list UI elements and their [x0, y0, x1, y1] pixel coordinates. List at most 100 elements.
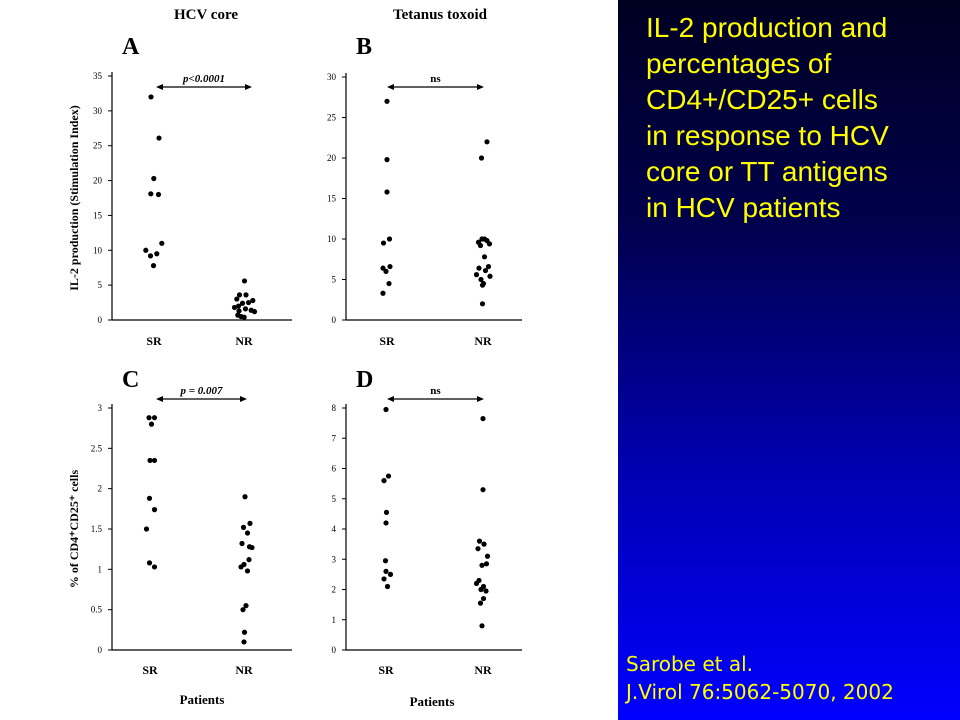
y-tick-label: 1	[98, 564, 103, 574]
y-tick-label: 20	[93, 176, 103, 186]
data-point-sr	[150, 263, 157, 269]
data-point-nr	[480, 487, 486, 493]
y-axis-label: IL-2 production (Stimulation Index)	[67, 105, 81, 290]
y-tick-label: 25	[93, 141, 103, 151]
data-point-sr	[383, 268, 389, 274]
arrowhead-left	[387, 84, 394, 90]
y-tick-label: 3	[332, 554, 337, 564]
data-point-nr	[486, 241, 493, 247]
x-category-label: NR	[474, 663, 492, 677]
arrowhead-right	[477, 396, 484, 402]
data-point-nr	[476, 265, 482, 271]
data-point-nr	[246, 557, 252, 563]
x-category-label: SR	[146, 334, 162, 348]
data-point-sr	[151, 175, 157, 182]
citation: Sarobe et al. J.Virol 76:5062-5070, 2002	[626, 650, 960, 706]
data-point-nr	[479, 301, 486, 307]
data-point-sr	[384, 583, 391, 590]
data-point-sr	[146, 495, 153, 501]
figure-panel: HCV core Tetanus toxoid Patients Patients 0 5…	[67, 7, 522, 709]
y-tick-label: 5	[332, 275, 337, 285]
title-line: CD4+/CD25+ cells	[646, 84, 878, 115]
data-point-sr	[154, 251, 160, 257]
data-point-nr	[243, 603, 249, 609]
data-point-nr	[483, 588, 489, 594]
significance-label: p<0.0001	[182, 73, 225, 85]
data-point-nr	[241, 629, 248, 635]
data-point-sr	[159, 240, 165, 246]
data-point-nr	[476, 538, 483, 544]
significance-label: ns	[430, 73, 441, 85]
y-tick-label: 1	[332, 615, 337, 625]
y-tick-label: 6	[332, 464, 337, 474]
x-category-label: NR	[235, 663, 253, 677]
data-point-nr	[239, 540, 245, 547]
data-point-nr	[236, 308, 242, 314]
data-point-nr	[477, 242, 484, 249]
data-point-sr	[385, 473, 392, 479]
data-point-nr	[241, 278, 248, 284]
arrowhead-left	[156, 396, 163, 402]
y-tick-label: 4	[332, 524, 337, 534]
significance-label: p = 0.007	[179, 385, 223, 397]
data-point-nr	[473, 272, 480, 278]
y-tick-label: 0	[98, 645, 103, 655]
title-line: in response to HCV	[646, 120, 889, 151]
x-category-label: SR	[379, 334, 395, 348]
title-line: IL-2 production and	[646, 12, 888, 43]
title-line: percentages of	[646, 48, 832, 79]
data-point-nr	[250, 297, 256, 304]
data-point-nr	[482, 267, 489, 274]
data-point-nr	[239, 300, 246, 306]
data-point-nr	[231, 304, 238, 311]
arrowhead-left	[387, 396, 394, 402]
data-point-nr	[234, 296, 240, 302]
citation-author: Sarobe et al.	[626, 652, 754, 676]
data-point-sr	[384, 157, 390, 163]
data-point-sr	[380, 290, 386, 296]
data-point-sr	[382, 558, 389, 564]
data-point-nr	[479, 623, 485, 629]
data-point-sr	[151, 564, 158, 570]
slide-title: IL-2 production and percentages of CD4+/…	[646, 10, 946, 226]
y-tick-label: 5	[98, 280, 103, 290]
data-point-nr	[483, 561, 490, 567]
data-point-nr	[480, 595, 487, 602]
y-tick-label: 1.5	[91, 524, 103, 534]
column-header-hcv-core: HCV core	[174, 7, 238, 23]
data-point-sr	[148, 94, 154, 100]
data-point-sr	[381, 576, 387, 582]
data-point-sr	[383, 568, 389, 574]
y-tick-label: 35	[93, 71, 103, 81]
data-point-sr	[383, 406, 389, 413]
x-category-label: NR	[235, 334, 253, 348]
data-point-sr	[156, 135, 162, 141]
panel-letter: C	[122, 367, 139, 393]
data-point-nr	[479, 562, 485, 568]
data-point-sr	[384, 98, 390, 104]
data-point-nr	[240, 607, 246, 613]
data-point-sr	[386, 236, 393, 242]
figure-svg: HCV core Tetanus toxoid Patients Patients 0 5…	[67, 7, 522, 709]
x-category-label: NR	[474, 334, 492, 348]
data-point-sr	[380, 240, 387, 246]
data-point-nr	[249, 544, 255, 551]
y-tick-label: 10	[327, 234, 337, 244]
column-header-tetanus-toxoid: Tetanus toxoid	[393, 7, 488, 23]
data-point-sr	[151, 457, 158, 464]
data-point-nr	[479, 282, 486, 288]
y-tick-label: 8	[332, 403, 337, 413]
data-point-nr	[242, 306, 249, 312]
data-point-nr	[247, 520, 253, 526]
y-tick-label: 0	[98, 315, 103, 325]
y-tick-label: 2.5	[91, 443, 103, 453]
data-point-sr	[143, 247, 149, 253]
title-line: core or TT antigens	[646, 156, 888, 187]
data-point-nr	[236, 292, 243, 298]
data-point-sr	[387, 263, 393, 270]
side-panel: IL-2 production and percentages of CD4+/…	[618, 0, 960, 720]
data-point-sr	[147, 253, 154, 259]
data-point-nr	[478, 586, 484, 593]
y-tick-label: 30	[327, 72, 337, 82]
data-point-nr	[251, 309, 258, 315]
